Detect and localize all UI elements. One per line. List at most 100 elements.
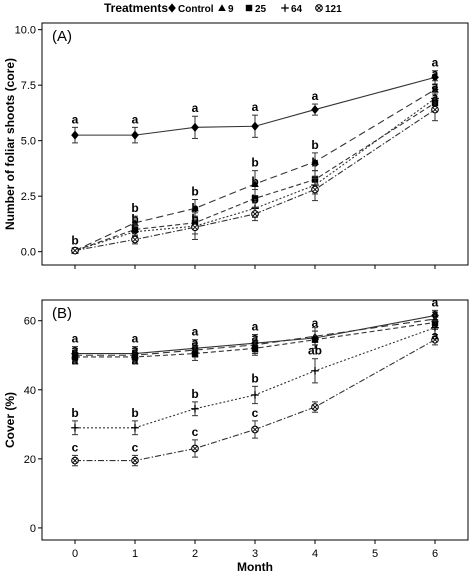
- legend-label-3: 64: [291, 4, 303, 15]
- significance-letter: c: [72, 440, 79, 454]
- significance-letter: a: [252, 342, 259, 356]
- data-point: [131, 227, 139, 236]
- data-point: [251, 121, 259, 131]
- data-point: [71, 130, 79, 140]
- series-line: [75, 76, 436, 136]
- significance-letter: a: [432, 328, 439, 342]
- significance-letter: a: [132, 354, 139, 368]
- legend-marker-4: [315, 4, 323, 12]
- significance-letter: b: [131, 201, 138, 215]
- series-121: [71, 334, 439, 467]
- data-point: [311, 336, 319, 343]
- data-point: [191, 350, 199, 357]
- data-point: [311, 366, 319, 375]
- significance-letter: a: [72, 332, 79, 346]
- significance-letter: b: [311, 138, 318, 152]
- significance-letter: c: [252, 406, 259, 420]
- series-line: [74, 98, 436, 252]
- legend-title: Treatments: [104, 1, 168, 15]
- significance-letter: a: [192, 347, 199, 361]
- legend-label-1: 9: [228, 4, 234, 15]
- series-line: [74, 109, 436, 252]
- x-tick-label: 6: [432, 548, 438, 560]
- series-line: [75, 327, 436, 429]
- significance-letter: ab: [308, 344, 322, 358]
- data-point-x2: [132, 457, 138, 464]
- y-tick-label: 40: [24, 385, 36, 397]
- data-point-x2: [192, 445, 198, 452]
- data-point: [131, 423, 139, 432]
- significance-letter: a: [192, 325, 199, 339]
- y-tick-label: 2.5: [21, 191, 36, 203]
- y-tick-label: 5.0: [21, 136, 36, 148]
- data-point-x2: [252, 211, 258, 217]
- significance-letter: b: [131, 406, 138, 420]
- significance-letter: a: [192, 336, 199, 350]
- significance-letter: a: [432, 295, 439, 309]
- data-point: [131, 456, 139, 465]
- significance-letter: b: [251, 192, 258, 206]
- y-tick-label: 0: [30, 523, 36, 535]
- significance-letter: b: [71, 234, 78, 248]
- legend: Treatments Control 9 25 64 121: [104, 1, 342, 15]
- significance-letter: a: [312, 316, 319, 330]
- data-point: [191, 204, 199, 212]
- significance-letter: a: [72, 343, 79, 357]
- data-point: [311, 403, 319, 411]
- data-point: [251, 345, 259, 352]
- significance-letter: a: [432, 67, 439, 81]
- significance-letter: a: [132, 332, 139, 346]
- significance-letter: b: [191, 201, 198, 215]
- data-point: [431, 72, 439, 82]
- legend-marker-4-x2: [316, 5, 322, 11]
- x-tick-label: 5: [372, 548, 378, 560]
- data-point-x2: [432, 106, 438, 113]
- significance-letter: a: [432, 56, 439, 70]
- panel-label: (A): [52, 28, 72, 45]
- series-line: [74, 89, 436, 252]
- data-point: [71, 353, 79, 361]
- significance-letter: a: [132, 112, 139, 126]
- data-point: [251, 391, 259, 399]
- legend-marker-2: [245, 4, 253, 12]
- significance-letter: b: [71, 406, 78, 420]
- series-121: [71, 97, 439, 255]
- legend-marker-0: [168, 3, 176, 13]
- y-axis-title: Number of foliar shoots (core): [3, 58, 17, 230]
- data-point: [131, 130, 139, 140]
- data-point: [71, 246, 79, 255]
- legend-label-2: 25: [255, 4, 267, 15]
- significance-letter: b: [191, 212, 198, 226]
- significance-letter: b: [191, 185, 198, 199]
- data-point: [251, 210, 259, 218]
- significance-letter: b: [131, 223, 138, 237]
- significance-letter: c: [192, 425, 199, 439]
- x-tick-label: 1: [132, 548, 138, 560]
- y-tick-label: 0.0: [21, 247, 36, 259]
- significance-letter: b: [251, 156, 258, 170]
- significance-letter: a: [132, 343, 139, 357]
- series-line: [75, 318, 436, 356]
- series-64: [71, 320, 439, 436]
- data-point: [311, 185, 319, 194]
- significance-letter: a: [72, 112, 79, 126]
- legend-items: Control 9 25 64 121: [168, 3, 342, 15]
- significance-letter: a: [432, 317, 439, 331]
- y-tick-label: 60: [24, 316, 36, 328]
- data-point: [251, 195, 259, 202]
- series-Control: [71, 70, 439, 144]
- data-point: [191, 404, 199, 413]
- series-line: [75, 339, 436, 462]
- significance-letter: a: [432, 306, 439, 320]
- significance-letter: a: [252, 331, 259, 345]
- significance-letter: a: [432, 90, 439, 104]
- legend-label-4: 121: [325, 4, 342, 15]
- significance-letter: a: [252, 100, 259, 114]
- data-point-x2: [72, 457, 78, 464]
- y-tick-label: 20: [24, 454, 36, 466]
- data-point: [251, 180, 259, 188]
- data-point-x2: [252, 426, 258, 433]
- y-tick-label: 10.0: [15, 25, 36, 37]
- data-point-x2: [192, 224, 198, 230]
